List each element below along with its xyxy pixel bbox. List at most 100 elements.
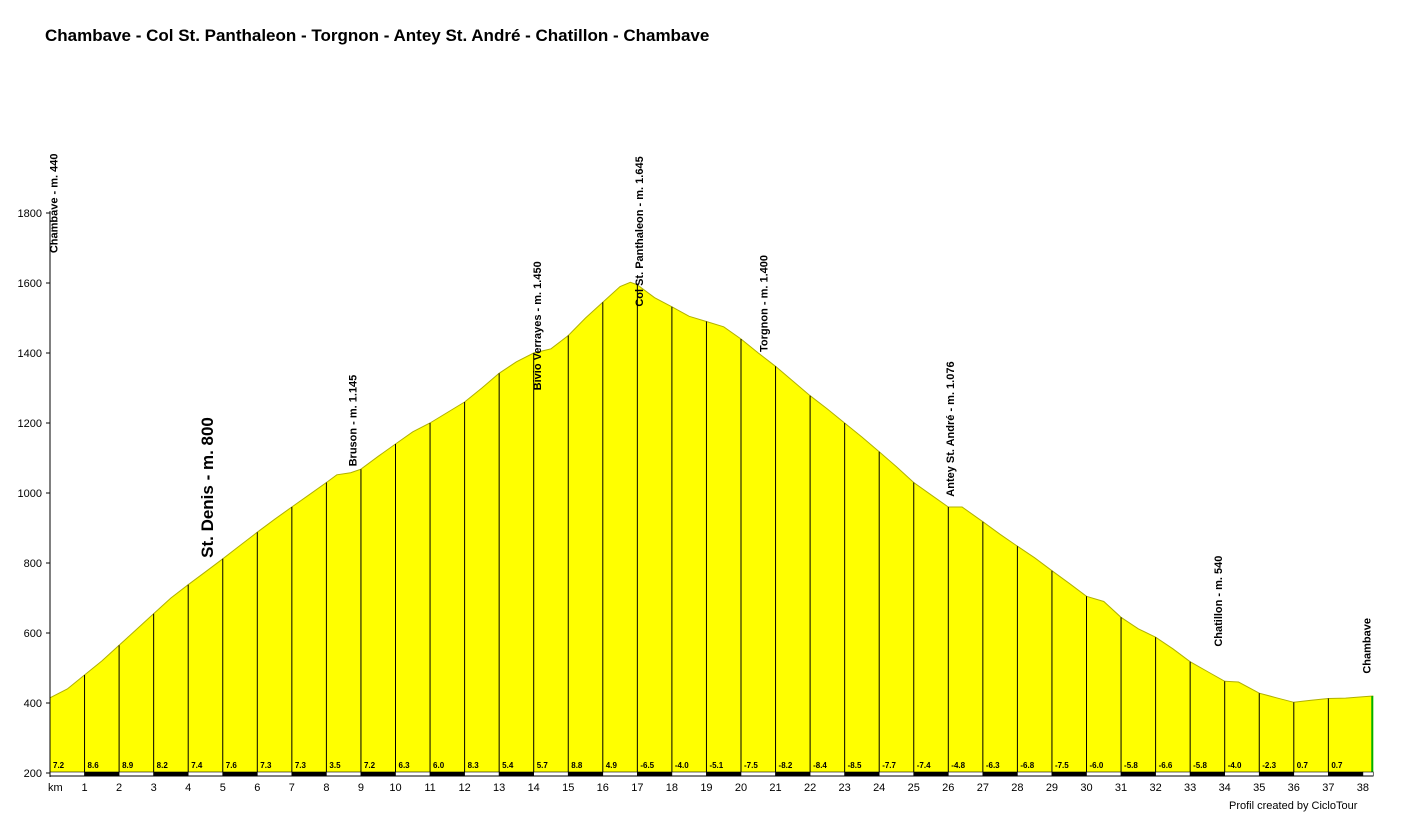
grade-label: 7.2 [53, 761, 65, 770]
grade-label: -7.5 [744, 761, 758, 770]
grade-label: 0.7 [1297, 761, 1309, 770]
x-axis-label: km [48, 782, 63, 794]
waypoint-label: Chambave - m. 440 [49, 154, 61, 254]
x-tick-label: 13 [493, 782, 505, 794]
x-tick-label: 6 [254, 782, 260, 794]
grade-segment [533, 771, 569, 777]
grade-label: 5.4 [502, 761, 514, 770]
grade-segment [1120, 771, 1156, 777]
x-tick-label: 33 [1184, 782, 1196, 794]
profile-fill [50, 282, 1374, 773]
grade-label: -7.5 [1055, 761, 1069, 770]
x-tick-label: 19 [700, 782, 712, 794]
x-tick-label: 20 [735, 782, 747, 794]
grade-segment [809, 771, 845, 777]
chart-title: Chambave - Col St. Panthaleon - Torgnon … [45, 26, 710, 45]
x-tick-label: 25 [908, 782, 920, 794]
grade-segment [947, 771, 984, 777]
grade-bar-group: 7.2 8.6 8.9 8.2 7.4 7.6 7.3 7.3 3.5 7.2 6.3 6.0 8.3 5… [49, 761, 1374, 777]
grade-segment [913, 771, 949, 777]
grade-segment [740, 771, 776, 777]
grade-label: -2.3 [1262, 761, 1276, 770]
waypoint-label: Chambave [1361, 618, 1373, 674]
x-tick-label: 31 [1115, 782, 1127, 794]
x-tick-label: 12 [458, 782, 470, 794]
grade-segment [1086, 771, 1122, 777]
grade-segment [1293, 771, 1329, 777]
grade-label: -8.4 [813, 761, 827, 770]
x-tick-label: 15 [562, 782, 574, 794]
x-tick-label: 28 [1011, 782, 1023, 794]
grade-segment [567, 771, 604, 777]
x-tick-label: 27 [977, 782, 989, 794]
x-tick-label: 5 [220, 782, 226, 794]
waypoint-label: Torgnon - m. 1.400 [759, 255, 771, 352]
x-tick-label: 36 [1288, 782, 1300, 794]
profile-outline [49, 281, 1374, 703]
grade-segment [637, 771, 673, 777]
y-tick-label: 1000 [18, 488, 42, 500]
x-tick-label: 24 [873, 782, 885, 794]
y-tick-label: 800 [24, 558, 42, 570]
grade-label: -8.5 [848, 761, 862, 770]
grade-segment [602, 771, 638, 777]
grade-segment [118, 771, 154, 777]
grade-label: -6.0 [1090, 761, 1104, 770]
x-tick-label: 22 [804, 782, 816, 794]
x-tick-label: 18 [666, 782, 678, 794]
grade-segment [1362, 771, 1374, 777]
grade-segment [291, 771, 327, 777]
grade-segment [775, 771, 811, 777]
x-tick-label: 4 [185, 782, 191, 794]
grade-segment [1328, 771, 1364, 777]
grade-label: -6.5 [640, 761, 654, 770]
x-tick-label: 32 [1149, 782, 1161, 794]
y-tick-label: 1600 [18, 278, 42, 290]
x-tick-label: 37 [1322, 782, 1334, 794]
waypoint-label: St. Denis - m. 800 [198, 417, 217, 558]
grade-label: 8.3 [468, 761, 480, 770]
grade-segment [429, 771, 465, 777]
chart-credit: Profil created by CicloTour [1229, 800, 1358, 812]
waypoint-label: Bivio Verrayes - m. 1.450 [532, 261, 544, 390]
grade-segment [222, 771, 258, 777]
grade-segment [706, 771, 742, 777]
grade-segment [1189, 771, 1226, 777]
grade-label: -5.1 [709, 761, 723, 770]
grade-segment [1224, 771, 1260, 777]
grade-segment [1017, 771, 1053, 777]
profile-area-group [49, 281, 1374, 773]
grade-segment [671, 771, 707, 777]
grade-label: -4.0 [675, 761, 689, 770]
grade-label: 4.9 [606, 761, 618, 770]
grade-label: -7.4 [917, 761, 931, 770]
x-tick-label: 16 [597, 782, 609, 794]
grade-segment [360, 771, 396, 777]
grade-label: -6.6 [1159, 761, 1173, 770]
x-tick-label: 1 [81, 782, 87, 794]
grade-segment [1258, 771, 1295, 777]
grade-segment [982, 771, 1018, 777]
x-tick-label: 30 [1080, 782, 1092, 794]
waypoint-labels-group: Chambave - m. 440 St. Denis - m. 800 Bruso… [49, 154, 1374, 674]
grade-segment [1155, 771, 1191, 777]
waypoint-label: Chatillon - m. 540 [1213, 556, 1225, 647]
grade-segment [1051, 771, 1087, 777]
waypoint-label: Col St. Panthaleon - m. 1.645 [634, 156, 646, 306]
x-tick-label: 21 [769, 782, 781, 794]
grade-segment [395, 771, 431, 777]
grade-label: 7.3 [260, 761, 272, 770]
grade-label: -7.7 [882, 761, 896, 770]
x-tick-label: 9 [358, 782, 364, 794]
y-tick-label: 600 [24, 628, 42, 640]
grade-label: 8.2 [157, 761, 169, 770]
y-tick-label: 1400 [18, 348, 42, 360]
x-tick-label: 7 [289, 782, 295, 794]
grade-label: 6.3 [399, 761, 411, 770]
x-tick-label: 29 [1046, 782, 1058, 794]
grade-label: 8.8 [571, 761, 583, 770]
grade-segment [153, 771, 189, 777]
grade-label: 8.9 [122, 761, 134, 770]
